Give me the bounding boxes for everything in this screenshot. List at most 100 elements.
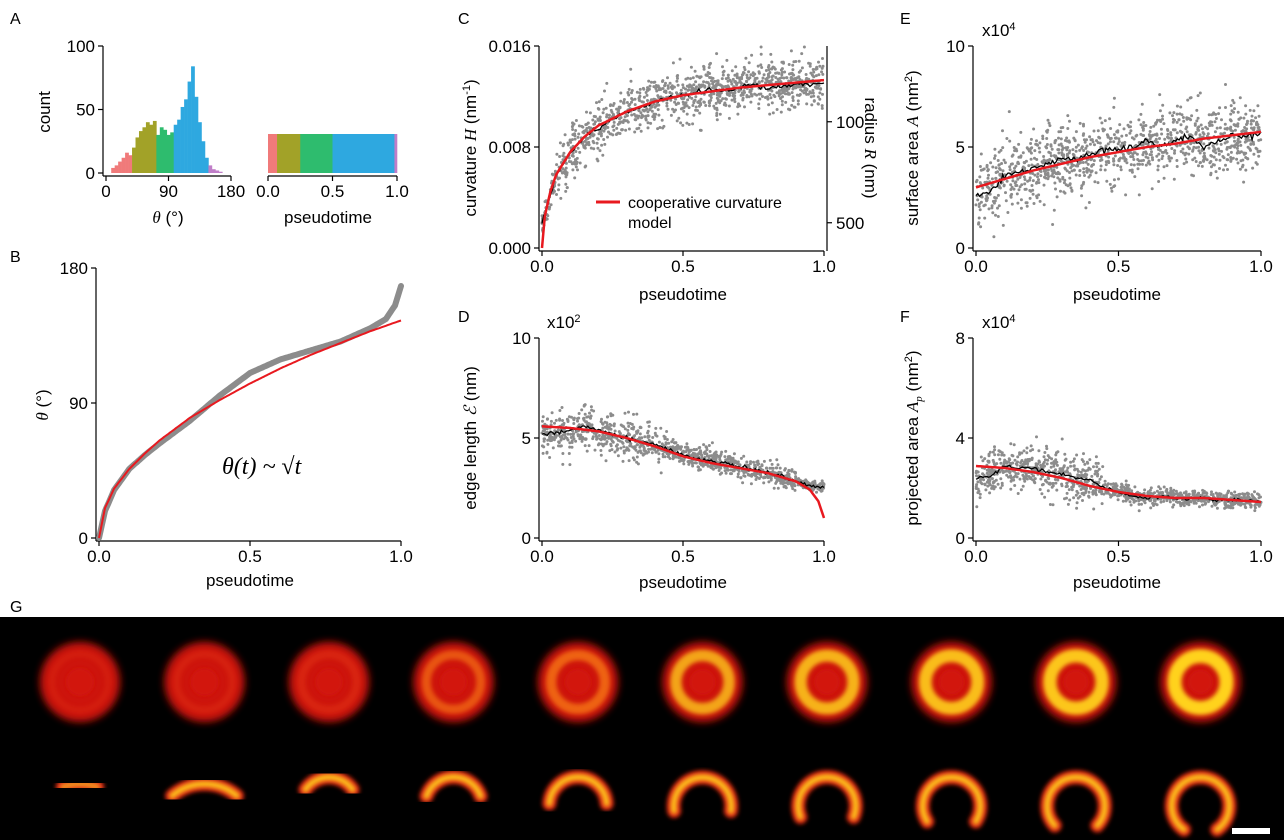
- scatter-point: [1156, 164, 1160, 168]
- scatter-point: [699, 83, 703, 87]
- scatter-point: [601, 153, 605, 157]
- scatter-point: [1197, 128, 1201, 132]
- scatter-point: [995, 462, 999, 466]
- y-tick-label: 5: [956, 138, 965, 157]
- scatter-point: [727, 104, 731, 108]
- scatter-point: [999, 486, 1003, 490]
- scatter-point: [677, 116, 681, 120]
- scatter-point: [1202, 151, 1206, 155]
- scatter-point: [681, 86, 685, 90]
- scatter-point: [1041, 482, 1045, 486]
- scatter-point: [1005, 179, 1009, 183]
- scatter-point: [652, 80, 656, 84]
- scatter-point: [1220, 149, 1223, 153]
- scatter-point: [991, 458, 995, 462]
- scatter-point: [569, 140, 573, 144]
- scatter-point: [562, 151, 566, 155]
- scatter-point: [1092, 507, 1096, 511]
- scatter-point: [641, 453, 645, 457]
- scatter-point: [1158, 93, 1162, 97]
- scatter-point: [1071, 459, 1075, 463]
- scatter-point: [589, 405, 593, 409]
- scatter-point: [584, 123, 588, 127]
- scatter-point: [1042, 155, 1046, 158]
- scatter-point: [548, 433, 552, 437]
- scatter-point: [1005, 137, 1009, 140]
- scatter-point: [1112, 178, 1116, 182]
- scatter-point: [1059, 130, 1063, 134]
- scatter-point: [1238, 96, 1242, 100]
- scatter-point: [570, 445, 574, 449]
- scatter-point: [730, 82, 734, 86]
- scatter-point: [1141, 162, 1144, 166]
- scatter-point: [591, 435, 595, 439]
- scatter-point: [1150, 150, 1153, 154]
- side-view-arc-core: [1168, 774, 1233, 833]
- scatter-point: [773, 95, 777, 99]
- scatter-point: [1233, 490, 1237, 494]
- scatter-point: [1207, 121, 1211, 125]
- scatter-point: [625, 114, 629, 118]
- scatter-point: [991, 165, 995, 169]
- scatter-point: [1103, 479, 1107, 483]
- pseudotime-segment: [277, 134, 301, 173]
- scatter-point: [567, 156, 571, 160]
- scatter-point: [624, 448, 628, 452]
- scatter-point: [1109, 127, 1113, 130]
- panel-label-g: G: [10, 599, 22, 616]
- scatter-point: [974, 471, 978, 475]
- scatter-point: [702, 64, 706, 68]
- scatter-point: [772, 486, 776, 490]
- scatter-point: [766, 65, 770, 69]
- scatter-point: [714, 466, 718, 470]
- scatter-point: [1046, 458, 1050, 462]
- scatter-point: [542, 445, 546, 449]
- scatter-point: [767, 103, 771, 107]
- scatter-point: [1104, 144, 1108, 148]
- scatter-point: [992, 235, 996, 239]
- scatter-point: [644, 108, 648, 112]
- scatter-point: [604, 459, 608, 463]
- scatter-point: [1257, 150, 1261, 153]
- scatter-point: [1206, 132, 1210, 136]
- scatter-point: [993, 199, 997, 203]
- scatter-point: [591, 139, 595, 143]
- scatter-point: [1067, 488, 1071, 492]
- scatter-point: [997, 163, 1001, 167]
- scatter-point: [1253, 490, 1256, 494]
- scatter-point: [726, 73, 730, 77]
- scatter-point: [546, 442, 550, 446]
- scatter-point: [562, 171, 566, 175]
- scatter-point: [1214, 117, 1218, 120]
- scatter-point: [976, 198, 980, 202]
- scatter-point: [541, 419, 544, 423]
- scatter-point: [667, 453, 671, 456]
- scatter-point: [715, 453, 719, 457]
- scatter-point: [1038, 488, 1042, 491]
- scatter-point: [1028, 178, 1032, 182]
- scatter-point: [790, 468, 794, 472]
- scatter-point: [1175, 165, 1179, 168]
- scatter-point: [603, 125, 606, 129]
- scatter-point: [698, 128, 702, 132]
- scatter-point: [668, 81, 672, 85]
- scatter-point: [1106, 142, 1110, 146]
- scatter-point: [757, 71, 761, 75]
- scatter-point: [609, 132, 613, 136]
- scatter-point: [630, 100, 633, 104]
- scatter-point: [1082, 474, 1085, 478]
- scatter-point: [1119, 165, 1123, 169]
- scatter-point: [993, 453, 997, 457]
- scatter-point: [692, 99, 696, 103]
- scatter-point: [558, 141, 562, 145]
- scatter-point: [694, 105, 698, 109]
- scatter-point: [796, 99, 800, 103]
- scatter-point: [1009, 442, 1013, 446]
- scatter-point: [808, 90, 812, 94]
- scatter-point: [1251, 494, 1255, 498]
- scatter-point: [1131, 152, 1135, 156]
- scatter-point: [1108, 117, 1112, 121]
- scatter-point: [580, 439, 584, 443]
- scatter-point: [780, 70, 784, 74]
